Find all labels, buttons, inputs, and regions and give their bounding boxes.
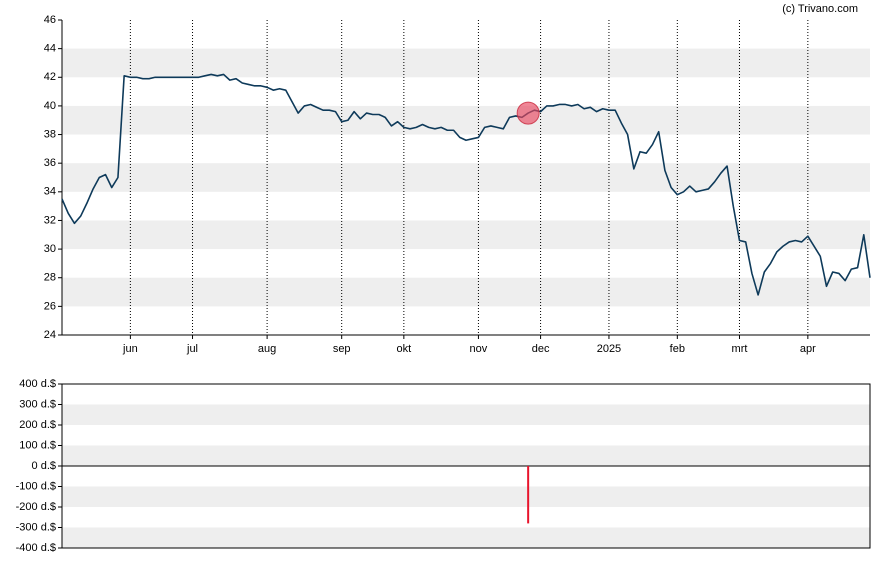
x-tick-label: jun [122,343,138,355]
y-tick-label: 44 [44,43,56,55]
grid-band [62,220,870,250]
x-tick-label: apr [800,343,816,355]
x-tick-label: dec [532,343,550,355]
x-tick-label: sep [333,343,351,355]
y-tick-label: -200 d.$ [16,501,56,513]
x-tick-label: 2025 [597,343,621,355]
x-tick-label: aug [258,343,276,355]
y-tick-label: -100 d.$ [16,480,56,492]
y-tick-label: 0 d.$ [32,460,56,472]
grid-band [62,486,870,507]
source: (c) Trivano.com [782,3,858,15]
y-tick-label: 300 d.$ [19,398,56,410]
y-tick-label: 32 [44,214,56,226]
y-tick-label: 100 d.$ [19,439,56,451]
x-tick-label: mrt [732,343,748,355]
grid-band [62,48,870,78]
y-tick-label: 46 [44,14,56,26]
y-tick-label: -300 d.$ [16,521,56,533]
grid-band [62,163,870,192]
grid-band [62,277,870,307]
y-tick-label: 400 d.$ [19,378,56,390]
y-tick-label: 26 [44,300,56,312]
y-tick-label: 28 [44,272,56,284]
y-tick-label: 36 [44,157,56,169]
grid-band [62,445,870,466]
y-tick-label: 30 [44,243,56,255]
grid-band [62,527,870,548]
y-tick-label: 24 [44,329,56,341]
grid-band [62,105,870,135]
y-tick-label: 42 [44,71,56,83]
y-tick-label: 38 [44,128,56,140]
grid-band [62,404,870,425]
x-tick-label: okt [397,343,412,355]
y-tick-label: 40 [44,100,56,112]
x-tick-label: jul [186,343,198,355]
event-marker [516,101,540,125]
y-tick-label: 200 d.$ [19,419,56,431]
price-line [61,73,871,296]
x-tick-label: nov [470,343,488,355]
y-tick-label: 34 [44,186,56,198]
x-tick-label: feb [670,343,685,355]
y-tick-label: -400 d.$ [16,542,56,554]
